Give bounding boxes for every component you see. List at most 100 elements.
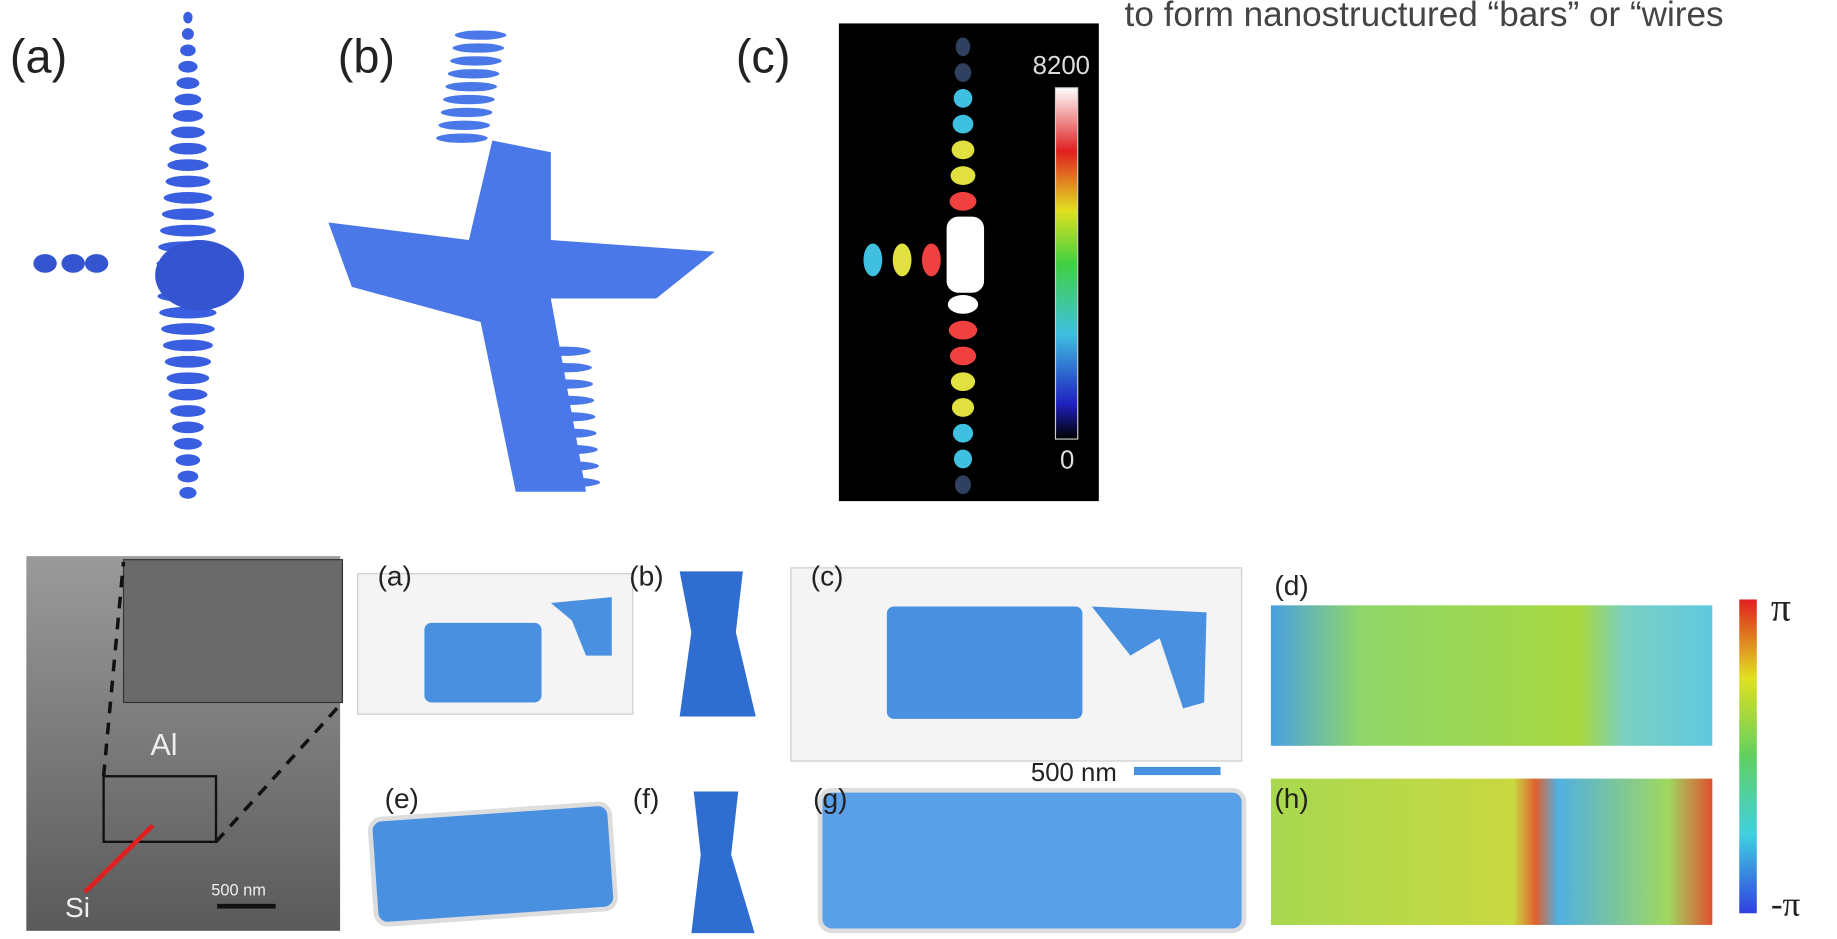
reconstruction	[820, 790, 1244, 930]
phase-map	[1271, 779, 1712, 925]
blob	[162, 208, 214, 220]
blob	[953, 424, 973, 443]
scale-bar	[217, 904, 276, 909]
blob	[183, 12, 192, 24]
diffraction-isosurface	[33, 12, 244, 499]
blob	[955, 63, 972, 82]
reconstruction	[370, 803, 617, 925]
panel-label: (f)	[633, 783, 660, 814]
blob	[179, 487, 196, 499]
blob	[438, 121, 490, 130]
page: to form nanostructured “bars” or “wires …	[0, 0, 1837, 939]
phase-colorbar	[1739, 599, 1757, 913]
blob	[169, 143, 206, 155]
blob	[950, 347, 976, 366]
reconstruction	[424, 623, 541, 703]
colorbar-min: -π	[1771, 885, 1801, 924]
reconstruction	[887, 606, 1083, 718]
header-text: to form nanostructured “bars” or “wires	[1125, 0, 1724, 34]
blob	[176, 454, 200, 466]
panel-label: (a)	[10, 31, 67, 83]
blob	[176, 77, 199, 89]
blob	[85, 254, 108, 273]
blob	[178, 61, 197, 73]
blob	[947, 217, 984, 293]
blob	[536, 363, 592, 372]
scale-bar	[1134, 767, 1221, 775]
panel-label: (c)	[736, 31, 791, 83]
cross-section	[691, 791, 754, 933]
colorbar-max: 8200	[1033, 52, 1090, 80]
blob	[182, 28, 194, 40]
panel-label: (g)	[813, 783, 847, 814]
blob	[175, 94, 202, 106]
figure: to form nanostructured “bars” or “wires …	[0, 0, 1837, 939]
blob	[455, 30, 507, 39]
sem-label: Al	[150, 728, 177, 762]
blob	[172, 421, 204, 433]
colorbar	[1055, 88, 1077, 439]
blob	[863, 244, 882, 277]
blob	[453, 43, 505, 52]
cross-section	[680, 571, 756, 716]
blob	[544, 478, 600, 487]
blob	[168, 389, 207, 401]
panel-label: (b)	[629, 560, 663, 591]
panel-label: (h)	[1274, 783, 1308, 814]
blob	[167, 159, 208, 171]
blob	[33, 254, 56, 273]
blob	[543, 461, 599, 470]
blob	[166, 176, 211, 188]
phase-map	[1271, 605, 1712, 745]
blob	[436, 133, 488, 142]
blob	[441, 108, 493, 117]
blob	[952, 140, 975, 159]
blob	[539, 412, 595, 421]
blob	[954, 450, 972, 469]
blob	[948, 295, 978, 314]
blob	[955, 475, 971, 494]
panel-label: (e)	[385, 783, 419, 814]
panel-label: (a)	[378, 560, 412, 591]
blob	[171, 126, 205, 138]
blob	[445, 82, 497, 91]
colorbar-max: π	[1771, 586, 1791, 630]
blob	[949, 321, 977, 340]
blob	[538, 396, 594, 405]
blob	[540, 429, 596, 438]
panel-label: (c)	[811, 560, 844, 591]
blob	[541, 445, 597, 454]
blob	[952, 398, 974, 417]
panel-label: (b)	[338, 31, 395, 83]
blob	[174, 438, 202, 450]
blob	[953, 115, 974, 134]
blob	[954, 89, 973, 108]
blob	[448, 69, 500, 78]
blob	[950, 192, 977, 211]
blob	[443, 95, 495, 104]
blob	[534, 347, 590, 356]
blob	[180, 44, 196, 56]
colorbar-min: 0	[1060, 446, 1074, 474]
blob	[161, 323, 215, 335]
panel-label: (d)	[1274, 570, 1308, 601]
blob	[177, 471, 198, 483]
blob	[163, 340, 213, 352]
sem-label: Si	[65, 892, 90, 923]
blob	[167, 372, 210, 384]
blob	[170, 405, 205, 417]
blob	[160, 225, 216, 237]
blob	[956, 37, 971, 56]
blob	[164, 192, 212, 204]
sem-inset	[124, 560, 343, 703]
blob	[173, 110, 203, 122]
diffraction-star	[328, 140, 714, 491]
blob	[537, 379, 593, 388]
blob	[951, 166, 976, 185]
blob	[61, 254, 84, 273]
blob	[893, 244, 912, 277]
blob	[165, 356, 211, 368]
blob	[951, 372, 975, 391]
blob	[450, 56, 502, 65]
blob	[922, 244, 941, 277]
